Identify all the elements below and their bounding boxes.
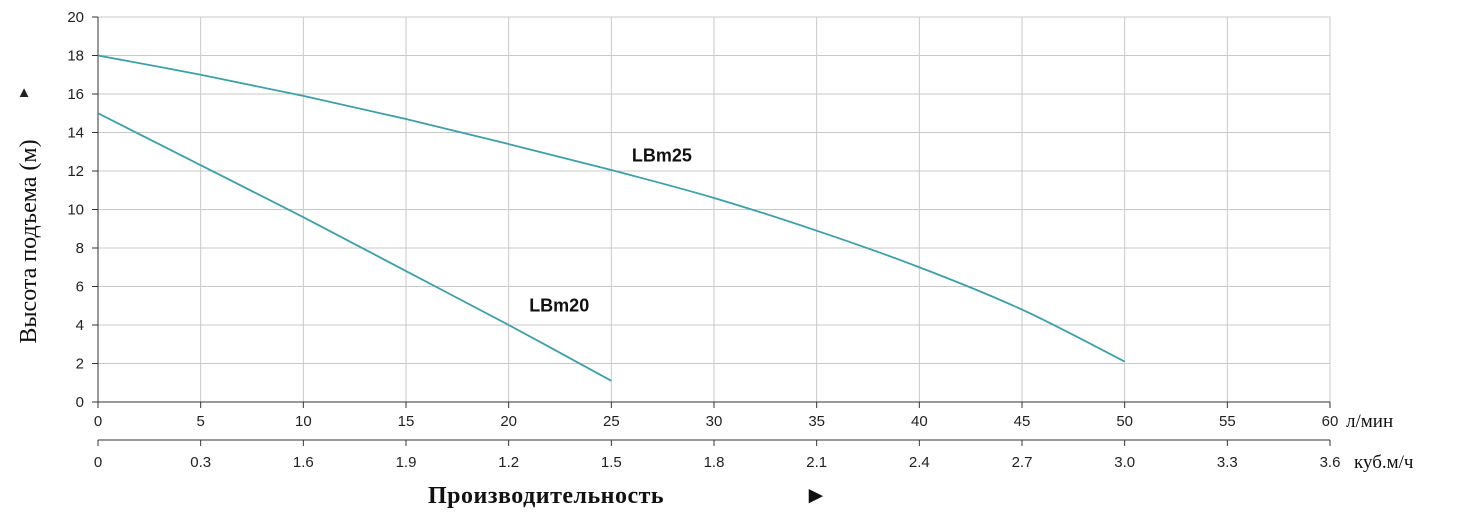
x2-tick-label: 2.4 [909,454,930,471]
x-tick-label: 60 [1322,413,1339,430]
y-axis-arrow: ▲ [17,84,32,101]
x2-tick-label: 2.1 [806,454,827,471]
x2-tick-label: 2.7 [1012,454,1033,471]
y-tick-label: 2 [76,356,84,373]
x2-tick-label: 3.3 [1217,454,1238,471]
x-axis-arrow: ► [804,483,828,509]
y-tick-label: 10 [67,202,84,219]
x-tick-label: 25 [603,413,620,430]
x-axis-unit-m3h: куб.м/ч [1354,452,1414,473]
x-tick-label: 15 [398,413,415,430]
x-tick-label: 40 [911,413,928,430]
x2-tick-label: 1.2 [498,454,519,471]
x-axis-unit-lpm: л/мин [1346,411,1393,432]
x-tick-label: 30 [706,413,723,430]
chart-labels: Высота подъема (м) ▲ Производительность … [16,84,1414,509]
series-line-lbm20 [97,112,612,382]
y-axis-label: Высота подъема (м) [16,139,42,343]
grid [97,16,1331,403]
y-tick-label: 12 [67,163,84,180]
x2-tick-label: 3.0 [1114,454,1135,471]
series-label-lbm20: LBm20 [529,296,589,316]
x-tick-label: 20 [500,413,517,430]
y-tick-label: 14 [67,125,84,142]
x2-tick-label: 1.6 [293,454,314,471]
x-tick-label: 0 [94,413,102,430]
y-tick-label: 0 [76,394,84,411]
x-tick-label: 55 [1219,413,1236,430]
x2-tick-label: 1.5 [601,454,622,471]
series-label-lbm25: LBm25 [632,145,692,165]
y-tick-label: 16 [67,86,84,103]
x-tick-label: 45 [1014,413,1031,430]
x-tick-label: 10 [295,413,312,430]
x-tick-label: 50 [1116,413,1133,430]
x2-tick-label: 1.9 [396,454,417,471]
x2-tick-label: 0.3 [190,454,211,471]
y-tick-label: 4 [76,317,84,334]
series-lines: LBm25 LBm20 [97,54,1126,382]
y-tick-label: 18 [67,48,84,65]
x-tick-label: 5 [196,413,204,430]
y-tick-label: 8 [76,240,84,257]
series-line-lbm25 [97,54,1126,363]
x2-tick-label: 1.8 [704,454,725,471]
y-tick-label: 20 [67,9,84,26]
axes: 0 2 4 6 8 10 12 14 16 18 20 0 5 10 15 20 25 30 35 40 45 50 55 6… [67,9,1340,471]
x-axis-label: Производительность [428,483,664,509]
x2-tick-label: 0 [94,454,102,471]
x-tick-label: 35 [808,413,825,430]
x2-tick-label: 3.6 [1320,454,1341,471]
y-tick-label: 6 [76,279,84,296]
